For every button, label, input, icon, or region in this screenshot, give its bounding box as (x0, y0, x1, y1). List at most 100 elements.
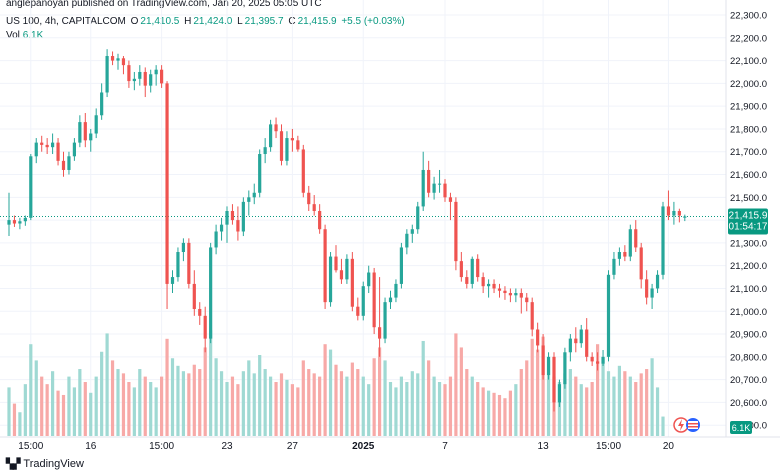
volume-bar (465, 369, 469, 436)
candle-body (459, 261, 463, 278)
flag-icon[interactable] (686, 418, 700, 432)
candle-body (378, 327, 382, 339)
candle-body (476, 258, 480, 278)
candle-body (525, 297, 529, 303)
volume-bar (367, 384, 371, 436)
candle-body (623, 252, 627, 257)
candle-body (307, 192, 311, 205)
volume-bar (7, 387, 11, 436)
volume-bar (323, 344, 327, 436)
candle-body (214, 231, 218, 248)
candle-body (72, 142, 76, 157)
volume-bar (606, 371, 611, 436)
candle-body (203, 315, 207, 339)
last-price-label: 21,415.9 (729, 210, 768, 221)
candle-body (323, 229, 327, 303)
volume-bar (165, 338, 169, 436)
candle-body (132, 78, 136, 82)
candle-body (236, 220, 240, 232)
volume-bar (170, 358, 175, 436)
candle-body (78, 122, 82, 143)
candle-body (34, 142, 38, 157)
candle-body (296, 140, 300, 150)
candle-body (263, 147, 267, 155)
lightning-icon[interactable] (673, 417, 689, 433)
candle-body (585, 329, 589, 357)
symbol-label[interactable]: US 100, 4h, CAPITALCOM (6, 16, 126, 27)
candle-body (427, 169, 431, 193)
volume-bar (546, 360, 551, 436)
volume-bar (45, 384, 49, 436)
low-label: L (237, 16, 243, 27)
ohlc-legend: US 100, 4h, CAPITALCOM O 21,410.5 H 21,424… (6, 16, 407, 27)
candle-body (421, 169, 425, 207)
candle-body (552, 356, 556, 403)
volume-bar (67, 376, 71, 436)
candle-body (127, 65, 131, 82)
volume-bar (307, 369, 311, 436)
volume-bar (454, 333, 458, 436)
candle-body (677, 210, 681, 216)
y-tick-label: 20,900.0 (730, 330, 767, 341)
candle-body (187, 242, 191, 284)
volume-bar (279, 373, 284, 436)
volume-bar (394, 387, 398, 436)
y-tick-label: 21,600.0 (730, 170, 767, 181)
volume-bar (617, 365, 621, 436)
y-tick-label: 22,300.0 (730, 11, 767, 22)
y-tick-label: 20,700.0 (730, 375, 767, 386)
candle-body (176, 252, 180, 278)
y-tick-label: 21,900.0 (730, 102, 767, 113)
candle-body (655, 274, 660, 289)
volume-bar (51, 371, 55, 436)
candle-body (61, 160, 66, 170)
candle-body (290, 138, 294, 141)
candle-body (56, 142, 60, 161)
volume-bar (219, 371, 224, 436)
candle-body (149, 74, 153, 86)
x-tick-label: 13 (538, 441, 550, 452)
candle-body (563, 352, 567, 385)
volume-bar (127, 382, 131, 436)
volume-bar (301, 360, 305, 436)
candle-body (514, 293, 518, 296)
volume-bar (247, 360, 251, 436)
volume-bar (225, 382, 229, 436)
candle-body (198, 308, 202, 316)
volume-bar (89, 392, 93, 436)
candle-body (536, 329, 540, 346)
volume-bar (121, 373, 126, 436)
candle-body (23, 217, 27, 222)
volume-bar (628, 376, 632, 436)
volume-label[interactable]: Vol (6, 30, 20, 41)
volume-bar (132, 387, 136, 436)
candle-body (465, 277, 469, 284)
countdown-label: 01:54:17 (729, 221, 768, 232)
candle-body (312, 204, 316, 211)
high-label: H (184, 16, 192, 27)
candle-body (18, 221, 22, 224)
y-tick-label: 20,800.0 (730, 352, 767, 363)
candle-body (83, 122, 87, 141)
volume-bar (198, 369, 202, 436)
volume-bar (443, 384, 447, 436)
volume-bar (230, 376, 235, 436)
close-value: 21,415.9 (297, 16, 337, 27)
change-value: +5.5 (+0.03%) (341, 16, 405, 27)
y-tick-label: 22,000.0 (730, 79, 767, 90)
y-tick-label: 21,000.0 (730, 307, 767, 318)
volume-bar (536, 349, 540, 436)
volume-bar (508, 390, 512, 436)
candle-body (388, 297, 393, 303)
candle-body (661, 206, 665, 275)
candle-body (672, 210, 676, 216)
candle-body (225, 210, 229, 225)
time-axis[interactable]: 15:00 16 15:00 23 27 2025 7 13 15:00 20 (18, 441, 674, 452)
candle-body (318, 210, 322, 230)
volume-bar (514, 384, 518, 436)
candle-body (383, 302, 387, 339)
tradingview-logo-icon[interactable]: ▚▞ (6, 458, 20, 470)
volume-bar (590, 382, 594, 436)
candle-body (100, 92, 104, 116)
